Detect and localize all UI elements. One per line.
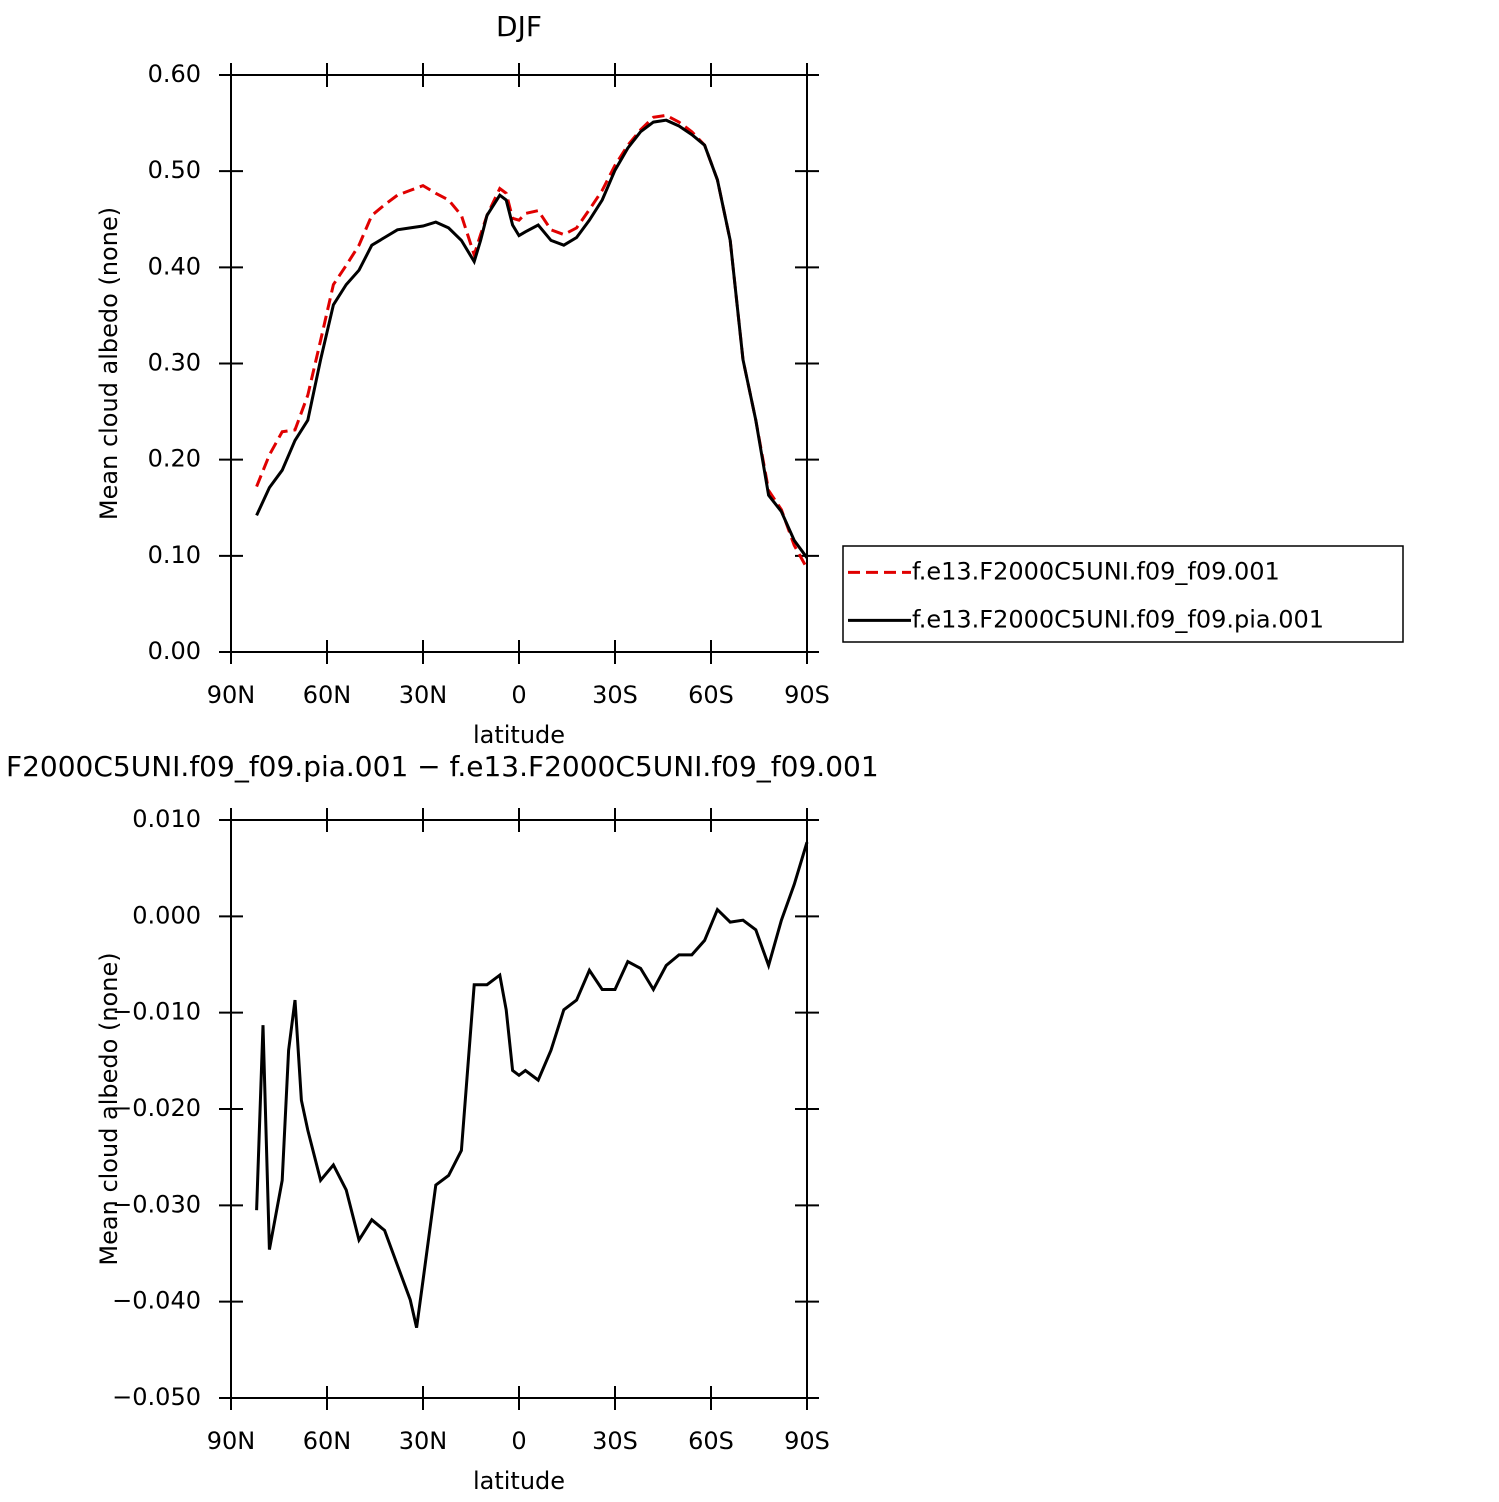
x-axis-label: latitude [473, 1467, 565, 1495]
legend-box [842, 545, 1404, 643]
x-axis-label: latitude [473, 721, 565, 749]
x-tick-label: 90S [784, 681, 830, 709]
series-line [255, 841, 809, 1329]
y-tick-label: 0.000 [132, 901, 201, 929]
y-axis-label: Mean cloud albedo (none) [95, 952, 123, 1265]
series-line [255, 118, 809, 559]
y-tick-label: 0.60 [148, 60, 201, 88]
y-tick-label: 0.50 [148, 156, 201, 184]
y-tick-label: 0.20 [148, 445, 201, 473]
x-tick-label: 0 [511, 681, 526, 709]
x-tick-label: 30N [399, 681, 448, 709]
legend-label: f.e13.F2000C5UNI.f09_f09.001 [912, 557, 1280, 585]
x-tick-label: 30N [399, 1427, 448, 1455]
legend-label: f.e13.F2000C5UNI.f09_f09.pia.001 [912, 605, 1324, 633]
plot-frame [230, 74, 808, 653]
x-tick-label: 0 [511, 1427, 526, 1455]
plot-frame [230, 819, 808, 1399]
y-tick-label: −0.030 [112, 1190, 201, 1218]
y-tick-label: 0.40 [148, 252, 201, 280]
x-tick-label: 90N [207, 1427, 256, 1455]
x-tick-label: 60N [303, 681, 352, 709]
y-tick-label: −0.020 [112, 1094, 201, 1122]
y-tick-label: −0.040 [112, 1287, 201, 1315]
y-axis-label: Mean cloud albedo (none) [95, 207, 123, 520]
series-line [255, 113, 809, 570]
y-tick-label: −0.050 [112, 1383, 201, 1411]
x-tick-label: 30S [592, 681, 638, 709]
y-tick-label: 0.00 [148, 637, 201, 665]
y-tick-label: 0.10 [148, 541, 201, 569]
x-tick-label: 60N [303, 1427, 352, 1455]
chart-title: DJF [496, 10, 542, 43]
x-tick-label: 90N [207, 681, 256, 709]
x-tick-label: 90S [784, 1427, 830, 1455]
y-tick-label: −0.010 [112, 998, 201, 1026]
x-tick-label: 60S [688, 1427, 734, 1455]
chart-title: F2000C5UNI.f09_f09.pia.001 − f.e13.F2000… [6, 750, 879, 783]
x-tick-label: 30S [592, 1427, 638, 1455]
y-tick-label: 0.010 [132, 805, 201, 833]
y-tick-label: 0.30 [148, 349, 201, 377]
x-tick-label: 60S [688, 681, 734, 709]
